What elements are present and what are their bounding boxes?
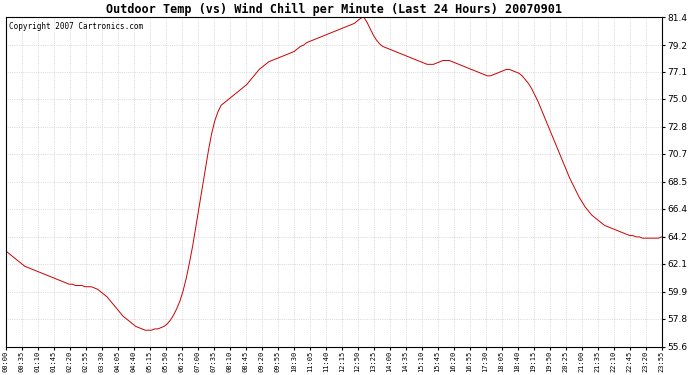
Title: Outdoor Temp (vs) Wind Chill per Minute (Last 24 Hours) 20070901: Outdoor Temp (vs) Wind Chill per Minute … bbox=[106, 3, 562, 16]
Text: Copyright 2007 Cartronics.com: Copyright 2007 Cartronics.com bbox=[9, 22, 144, 31]
